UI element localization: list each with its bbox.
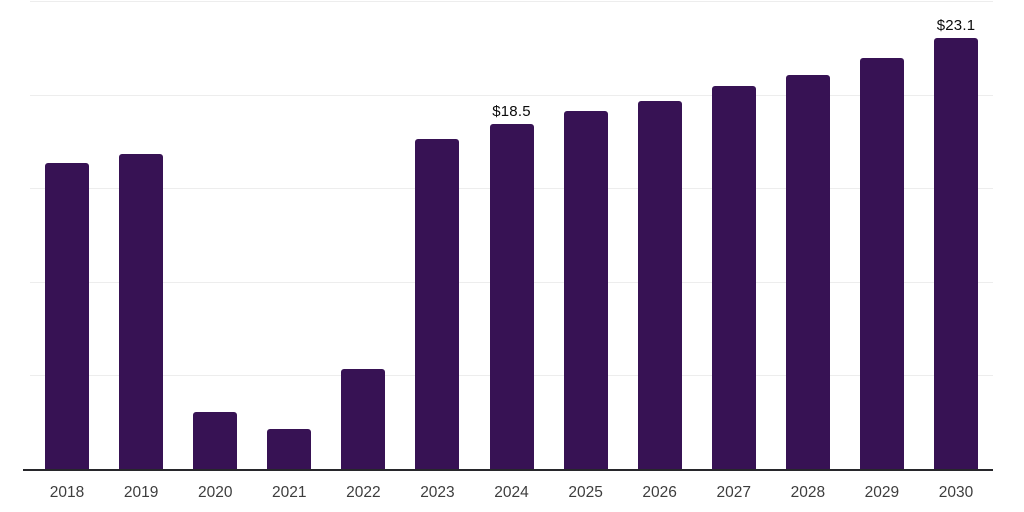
bars-container: $18.5 $23.1	[30, 2, 993, 470]
x-tick-label-2030: 2030	[938, 484, 974, 501]
bar-slot-2020	[178, 2, 252, 470]
x-tick-label-2023: 2023	[420, 484, 455, 501]
bar-slot-2024: $18.5	[474, 2, 548, 470]
x-tick-label-2020: 2020	[197, 484, 233, 501]
bar-value-label-2024: $18.5	[492, 102, 531, 120]
x-tick-label-2029: 2029	[864, 484, 900, 501]
bar-2022	[341, 368, 386, 470]
bar-slot-2028	[771, 2, 845, 470]
bar-2019	[119, 153, 164, 470]
x-axis-line	[23, 469, 993, 471]
bar-2026	[637, 101, 682, 470]
x-axis-tick-labels: 2018 2019 2020 2021 2022 2023 2024 2025 2026 2027…	[30, 483, 993, 502]
x-tick-label-2018: 2018	[49, 484, 85, 501]
gridline-y-20	[30, 94, 993, 96]
bar-value-label-2030: $23.1	[936, 16, 976, 34]
x-tick-label-2022: 2022	[346, 484, 381, 501]
bar-2025	[563, 110, 608, 470]
x-tick-label-2027: 2027	[716, 484, 751, 501]
plot-area: $18.5 $23.1	[30, 1, 993, 470]
bar-slot-2021	[252, 2, 326, 470]
bar-2020	[193, 411, 238, 470]
bar-slot-2027	[697, 2, 771, 470]
x-tick-label-2019: 2019	[123, 484, 159, 501]
x-tick-label-2026: 2026	[642, 484, 677, 501]
x-tick-label-2021: 2021	[272, 484, 307, 501]
bar-slot-2025	[549, 2, 623, 470]
bar-slot-2022	[326, 2, 400, 470]
x-tick-label-2028: 2028	[790, 484, 826, 501]
bar-2030	[933, 37, 978, 470]
bar-slot-2030: $23.1	[919, 2, 993, 470]
bar-slot-2018	[30, 2, 104, 470]
bar-2021	[267, 428, 312, 470]
bar-slot-2023	[400, 2, 474, 470]
bar-2024	[489, 123, 534, 470]
bar-slot-2019	[104, 2, 178, 470]
x-tick-label-2024: 2024	[494, 484, 529, 501]
gridline-y-25	[30, 1, 993, 2]
bar-2023	[415, 138, 460, 470]
bar-2029	[859, 58, 904, 470]
bar-2027	[711, 86, 756, 470]
bar-2018	[45, 163, 90, 470]
bar-slot-2029	[845, 2, 919, 470]
x-tick-label-2025: 2025	[568, 484, 603, 501]
bar-slot-2026	[623, 2, 697, 470]
bar-2028	[785, 75, 830, 470]
